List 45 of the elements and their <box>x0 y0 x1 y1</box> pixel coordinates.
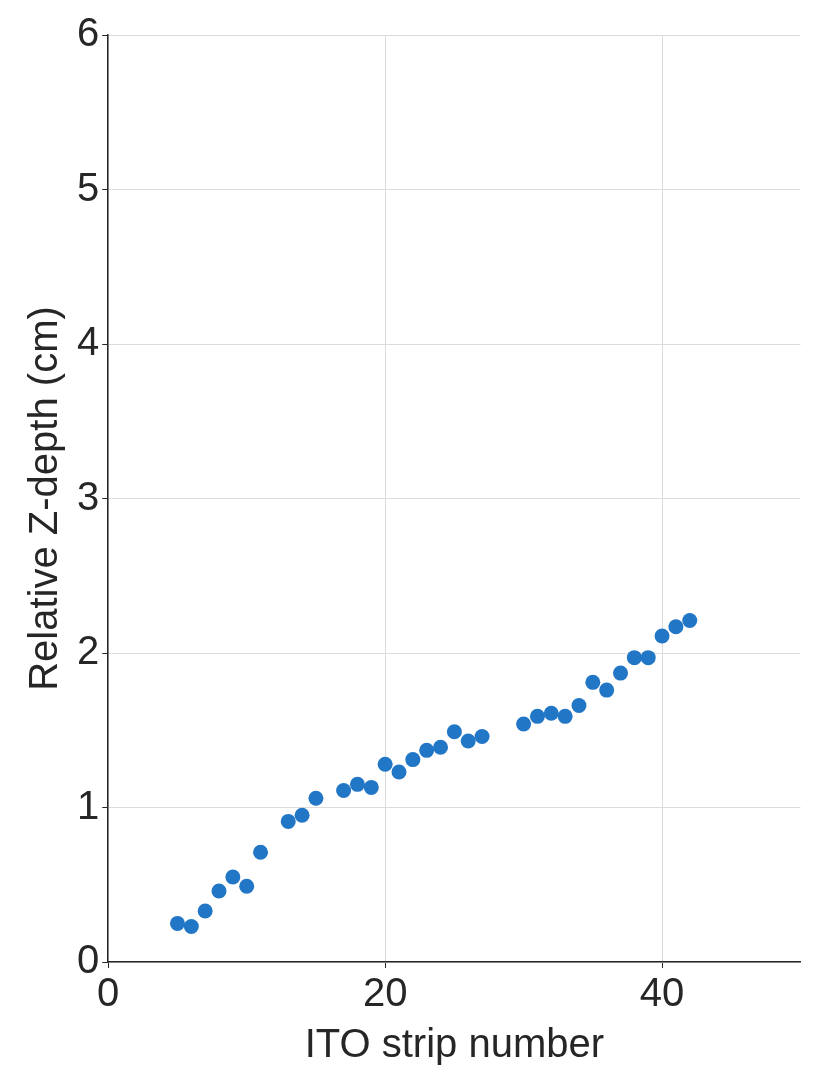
point <box>433 739 449 755</box>
point <box>336 783 352 799</box>
point <box>585 674 601 690</box>
point <box>225 869 241 885</box>
point <box>446 724 462 740</box>
y-tick-label: 1 <box>77 782 100 827</box>
point <box>654 628 670 644</box>
point <box>571 698 587 714</box>
point <box>599 682 615 698</box>
y-tick-label: 6 <box>77 10 100 55</box>
point <box>474 728 490 744</box>
x-tick-label: 20 <box>362 970 408 1015</box>
point <box>557 708 573 724</box>
point <box>626 650 642 666</box>
point <box>349 776 365 792</box>
x-axis-title: ITO strip number <box>304 1021 605 1066</box>
point <box>377 756 393 772</box>
y-tick-label: 4 <box>77 319 100 364</box>
y-axis-title: Relative Z-depth (cm) <box>21 306 66 691</box>
point <box>294 807 310 823</box>
point <box>308 790 324 806</box>
point <box>668 619 684 635</box>
point <box>169 915 185 931</box>
point <box>197 903 213 919</box>
point <box>529 708 545 724</box>
point <box>516 716 532 732</box>
point <box>239 878 255 894</box>
point <box>405 752 421 768</box>
point <box>460 733 476 749</box>
y-tick-label: 3 <box>77 473 100 518</box>
point <box>682 613 698 629</box>
x-tick-label: 40 <box>639 970 685 1015</box>
point <box>211 883 227 899</box>
y-tick-label: 0 <box>77 937 100 982</box>
point <box>280 813 296 829</box>
y-tick-label: 2 <box>77 628 100 673</box>
point <box>640 650 656 666</box>
point <box>419 742 435 758</box>
y-tick-label: 5 <box>77 164 100 209</box>
point <box>183 918 199 934</box>
point <box>391 764 407 780</box>
point <box>613 665 629 681</box>
point <box>363 779 379 795</box>
point <box>543 705 559 721</box>
point <box>253 844 269 860</box>
